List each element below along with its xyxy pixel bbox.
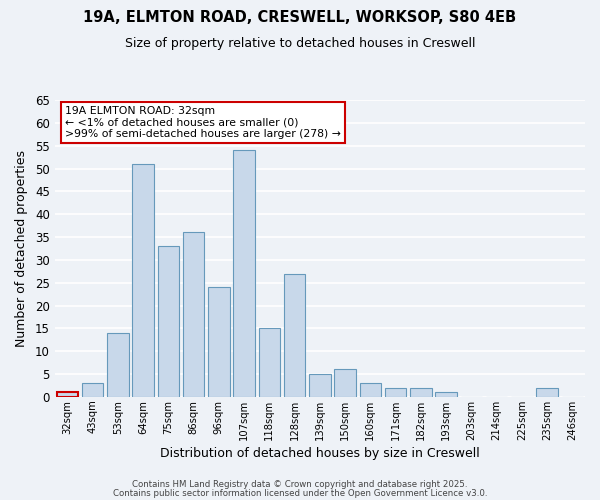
- Bar: [334, 370, 356, 397]
- Text: Size of property relative to detached houses in Creswell: Size of property relative to detached ho…: [125, 38, 475, 51]
- Text: 19A, ELMTON ROAD, CRESWELL, WORKSOP, S80 4EB: 19A, ELMTON ROAD, CRESWELL, WORKSOP, S80…: [83, 10, 517, 25]
- Bar: [410, 388, 431, 397]
- Bar: [208, 288, 230, 397]
- Bar: [233, 150, 255, 397]
- Bar: [82, 383, 103, 397]
- Bar: [56, 392, 78, 397]
- Bar: [284, 274, 305, 397]
- Bar: [133, 164, 154, 397]
- Bar: [436, 392, 457, 397]
- Text: Contains public sector information licensed under the Open Government Licence v3: Contains public sector information licen…: [113, 490, 487, 498]
- Bar: [359, 383, 381, 397]
- Bar: [158, 246, 179, 397]
- Bar: [107, 333, 128, 397]
- Bar: [536, 388, 558, 397]
- Text: Contains HM Land Registry data © Crown copyright and database right 2025.: Contains HM Land Registry data © Crown c…: [132, 480, 468, 489]
- Bar: [385, 388, 406, 397]
- X-axis label: Distribution of detached houses by size in Creswell: Distribution of detached houses by size …: [160, 447, 480, 460]
- Bar: [259, 328, 280, 397]
- Y-axis label: Number of detached properties: Number of detached properties: [15, 150, 28, 347]
- Text: 19A ELMTON ROAD: 32sqm
← <1% of detached houses are smaller (0)
>99% of semi-det: 19A ELMTON ROAD: 32sqm ← <1% of detached…: [65, 106, 341, 139]
- Bar: [183, 232, 205, 397]
- Bar: [309, 374, 331, 397]
